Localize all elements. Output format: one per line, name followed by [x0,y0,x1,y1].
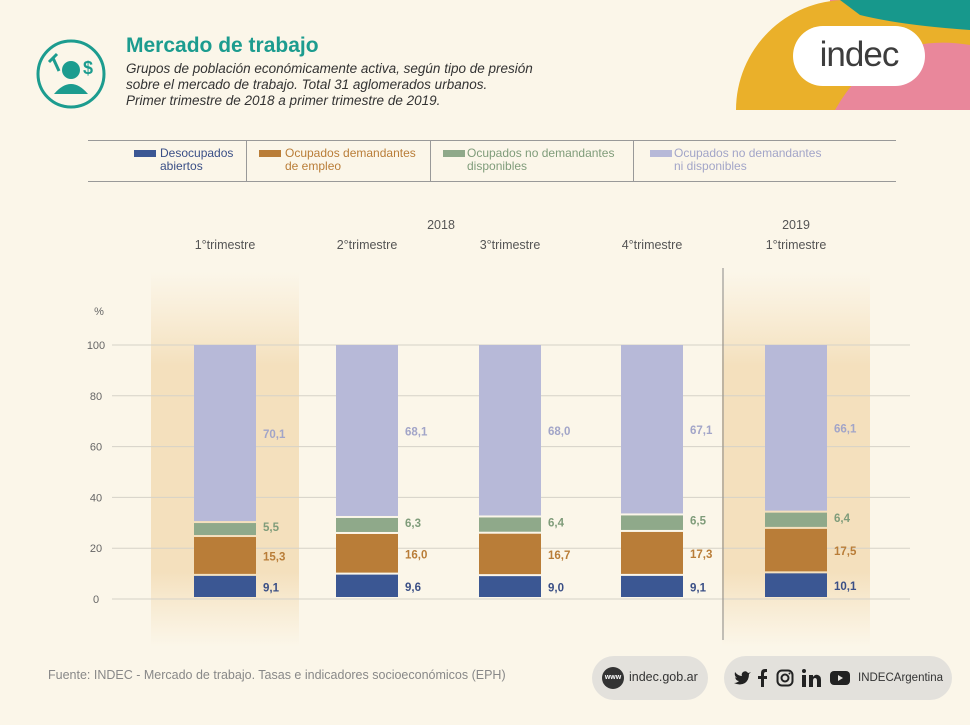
indec-logo-text: indec [819,35,900,74]
stacked-bar-chart: 0 20 40 60 80 100% 2018 2019 1°trimestre 2°trimes… [87,218,910,647]
bar-segment [621,531,683,574]
data-label: 6,4 [834,513,851,525]
data-label: 9,1 [690,582,707,594]
bar-segment [336,533,398,573]
y-tick-label: 20 [90,543,102,555]
y-tick-label: 100 [87,340,105,352]
category-label: 4°trimestre [622,238,683,252]
instagram-icon[interactable] [776,669,794,687]
data-label: 66,1 [834,424,857,436]
bar-segment [621,575,683,597]
category-label: 2°trimestre [337,238,398,252]
legend-label: Ocupados no demandantes disponibles [467,146,615,173]
year-label: 2018 [427,218,455,232]
data-label: 9,1 [263,582,280,594]
website-link[interactable]: www indec.gob.ar [592,656,708,700]
worker-money-icon: $ [36,39,106,109]
bar-segment [194,575,256,597]
data-label: 16,0 [405,549,427,561]
svg-text:$: $ [83,58,93,78]
data-label: 68,1 [405,426,428,438]
bar-segment [621,345,683,514]
page-subtitle: Grupos de población económicamente activ… [126,61,533,108]
source-note: Fuente: INDEC - Mercado de trabajo. Tasa… [48,668,506,682]
data-label: 70,1 [263,429,286,441]
legend-label: Ocupados no demandantes ni disponibles [674,146,822,173]
legend-label: Ocupados demandantes de empleo [285,146,416,173]
bar-segment [479,576,541,597]
data-label: 15,3 [263,551,285,563]
bar-segment [621,515,683,530]
social-handle: INDECArgentina [858,672,944,684]
twitter-icon[interactable] [734,670,752,686]
legend-item-ocupados-demandantes: Ocupados demandantes de empleo [246,141,431,181]
legend-swatch [259,150,281,157]
data-label: 10,1 [834,581,857,593]
website-text: indec.gob.ar [629,670,698,684]
bar-segment [765,573,827,597]
year-label: 2019 [782,218,810,232]
y-tick-label: 40 [90,492,102,504]
y-tick-label: 60 [90,442,102,454]
data-label: 6,3 [405,518,421,530]
bar-segment [194,345,256,522]
category-label: 3°trimestre [480,238,541,252]
data-label: 17,3 [690,549,712,561]
legend-item-no-demandantes-ni-disponibles: Ocupados no demandantes ni disponibles [633,141,897,181]
data-label: 5,5 [263,522,280,534]
y-axis-unit: % [94,306,104,318]
bar-segment [765,528,827,572]
youtube-icon[interactable] [830,671,850,685]
data-label: 6,5 [690,516,707,528]
data-label: 9,0 [548,583,564,595]
y-tick-label: 0 [93,594,99,606]
data-label: 17,5 [834,546,857,558]
legend-item-no-demandantes-disponibles: Ocupados no demandantes disponibles [430,141,634,181]
bar-segment [479,345,541,516]
y-tick-label: 80 [90,391,102,403]
bar-segment [479,533,541,575]
linkedin-icon[interactable] [802,669,822,687]
data-label: 6,4 [548,518,565,530]
facebook-icon[interactable] [758,669,768,687]
bar-segment [336,574,398,597]
legend-label: Desocupados abiertos [160,146,234,173]
bar-segment [765,345,827,511]
bar-segment [336,517,398,532]
chart-legend: Desocupados abiertos Ocupados demandante… [88,140,896,182]
data-label: 67,1 [690,425,713,437]
bar-segment [336,345,398,516]
bar-segment [765,512,827,527]
category-label: 1°trimestre [766,238,827,252]
indec-logo[interactable]: indec [793,26,925,86]
data-label: 68,0 [548,426,570,438]
legend-swatch [134,150,156,157]
legend-item-desocupados: Desocupados abiertos [88,141,246,181]
bar-segment [194,537,256,574]
data-label: 16,7 [548,550,570,562]
page-title: Mercado de trabajo [126,34,319,57]
data-label: 9,6 [405,582,421,594]
bar-segment [194,523,256,536]
legend-swatch [443,150,465,157]
social-links: INDECArgentina [724,656,952,700]
web-icon: www [602,667,624,689]
category-label: 1°trimestre [195,238,256,252]
bar-segment [479,517,541,532]
legend-swatch [650,150,672,157]
